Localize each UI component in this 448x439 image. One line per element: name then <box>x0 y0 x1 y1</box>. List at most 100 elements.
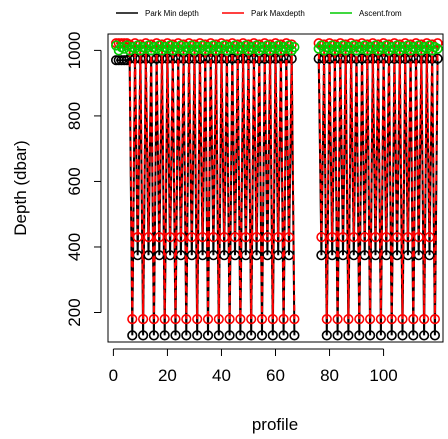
series-park-min-depth-point <box>365 330 376 341</box>
series-park-min-depth-point <box>127 330 138 341</box>
series-park-min-depth-point <box>192 330 203 341</box>
series-park-maxdepth-point <box>375 314 387 325</box>
series-park-maxdepth-point <box>313 38 324 49</box>
series-park-min-depth-point <box>246 330 257 341</box>
series-park-maxdepth-point <box>392 232 403 243</box>
series-park-min-depth-point <box>354 330 365 341</box>
series-park-maxdepth-point <box>337 232 349 243</box>
series-park-min-depth-point <box>224 330 235 341</box>
x-tick-label: 100 <box>369 366 397 385</box>
series-park-min-depth-point <box>278 330 289 341</box>
series-park-min-depth-point <box>419 330 430 341</box>
series-park-maxdepth-point <box>419 314 430 325</box>
series-park-min-depth-point <box>392 250 403 261</box>
series-park-maxdepth-point <box>386 314 397 325</box>
series-park-maxdepth-point <box>408 314 419 325</box>
series-park-maxdepth-point <box>321 314 332 325</box>
series-park-min-depth-point <box>170 330 181 341</box>
series-park-min-depth-point <box>148 330 159 341</box>
series-park-maxdepth-point <box>192 314 203 325</box>
y-tick-label: 400 <box>65 233 84 261</box>
series-park-maxdepth-point <box>256 314 268 325</box>
series-park-min-depth-point <box>138 330 149 341</box>
series-ascent-from <box>110 40 443 56</box>
series-park-maxdepth-point <box>262 232 273 243</box>
series-park-maxdepth-point <box>229 232 241 243</box>
series-park-min-depth-point <box>429 330 441 341</box>
legend-label: Park Min depth <box>145 9 199 18</box>
plot-frame <box>107 33 444 343</box>
series-park-maxdepth-point <box>424 232 435 243</box>
y-tick-label: 1000 <box>65 31 84 69</box>
series-park-min-depth-point <box>397 330 408 341</box>
series-park-min-depth-point <box>332 330 343 341</box>
series-park-min-depth-point <box>186 250 197 261</box>
series-park-min-depth-point <box>316 250 327 261</box>
y-tick-label: 800 <box>65 102 84 130</box>
series-park-maxdepth-point <box>170 314 181 325</box>
series-park-maxdepth-point <box>181 314 192 325</box>
series-park-maxdepth-point <box>213 314 224 325</box>
series-park-maxdepth-point <box>154 232 165 243</box>
series-park-maxdepth-point <box>165 232 176 243</box>
series-park-maxdepth-point <box>343 314 354 325</box>
y-tick-label: 200 <box>65 298 84 326</box>
x-axis-title: profile <box>252 415 298 434</box>
series-park-min-depth-point <box>235 330 246 341</box>
series-park-maxdepth-point <box>370 232 381 243</box>
series-park-maxdepth-point <box>402 232 414 243</box>
series-park-min-depth-point <box>424 250 435 261</box>
plot-marks <box>110 38 443 341</box>
series-park-min-depth-point <box>289 330 300 341</box>
series-park-maxdepth-point <box>240 232 251 243</box>
series-park-maxdepth-point <box>332 314 343 325</box>
series-park-maxdepth-point <box>289 314 300 325</box>
series-park-maxdepth-point <box>197 232 208 243</box>
series-ascent-from-point <box>432 43 443 54</box>
series-park-min-depth-point <box>143 250 154 261</box>
series-park-maxdepth-point <box>202 314 214 325</box>
series-park-min-depth-point <box>386 330 397 341</box>
series-park-maxdepth-point <box>429 314 441 325</box>
series-park-maxdepth-point <box>175 232 186 243</box>
series-park-maxdepth-point <box>278 314 289 325</box>
series-park-min-depth-point <box>321 330 332 341</box>
y-axis-title: Depth (dbar) <box>11 140 30 235</box>
series-park-min-depth-point <box>256 330 268 341</box>
series-park-min-depth-point <box>267 330 278 341</box>
legend-label: Park Maxdepth <box>251 9 305 18</box>
series-park-maxdepth-point <box>283 232 295 243</box>
series-park-maxdepth-point <box>127 314 138 325</box>
x-tick-label: 80 <box>320 366 339 385</box>
series-park-maxdepth-point <box>327 232 338 243</box>
series-park-min-depth-point <box>219 250 230 261</box>
series-park-maxdepth-point <box>365 314 376 325</box>
series-park-maxdepth-point <box>267 314 278 325</box>
series-park-min-depth-point <box>213 330 224 341</box>
x-tick-label: 40 <box>212 366 231 385</box>
series-park-min-depth-point <box>262 250 273 261</box>
series-park-maxdepth-point <box>359 232 370 243</box>
series-park-maxdepth-point <box>132 232 143 243</box>
series-park-maxdepth-point <box>246 314 257 325</box>
series-park-min-depth-point <box>408 330 419 341</box>
series-park-min-depth-point <box>343 330 354 341</box>
series-park-maxdepth-point <box>316 232 327 243</box>
series-ascent-from-point <box>283 40 295 51</box>
series-ascent-from-point <box>289 41 300 53</box>
series-park-maxdepth-point <box>381 232 392 243</box>
x-axis: 0 20 40 60 80 100 <box>109 348 398 385</box>
series-park-maxdepth-point <box>235 314 246 325</box>
series-park-min-depth-point <box>159 330 170 341</box>
series-park-maxdepth-point <box>148 314 159 325</box>
series-park-maxdepth-point <box>354 314 365 325</box>
series-park-maxdepth-point <box>224 314 235 325</box>
x-tick-label: 60 <box>266 366 285 385</box>
series-park-maxdepth-point <box>251 232 262 243</box>
x-tick-label: 20 <box>158 366 177 385</box>
series-park-maxdepth-point <box>159 314 170 325</box>
series-park-maxdepth-point <box>219 232 230 243</box>
series-park-maxdepth-point <box>208 232 219 243</box>
legend: Park Min depth Park Maxdepth Ascent.from <box>116 9 402 18</box>
